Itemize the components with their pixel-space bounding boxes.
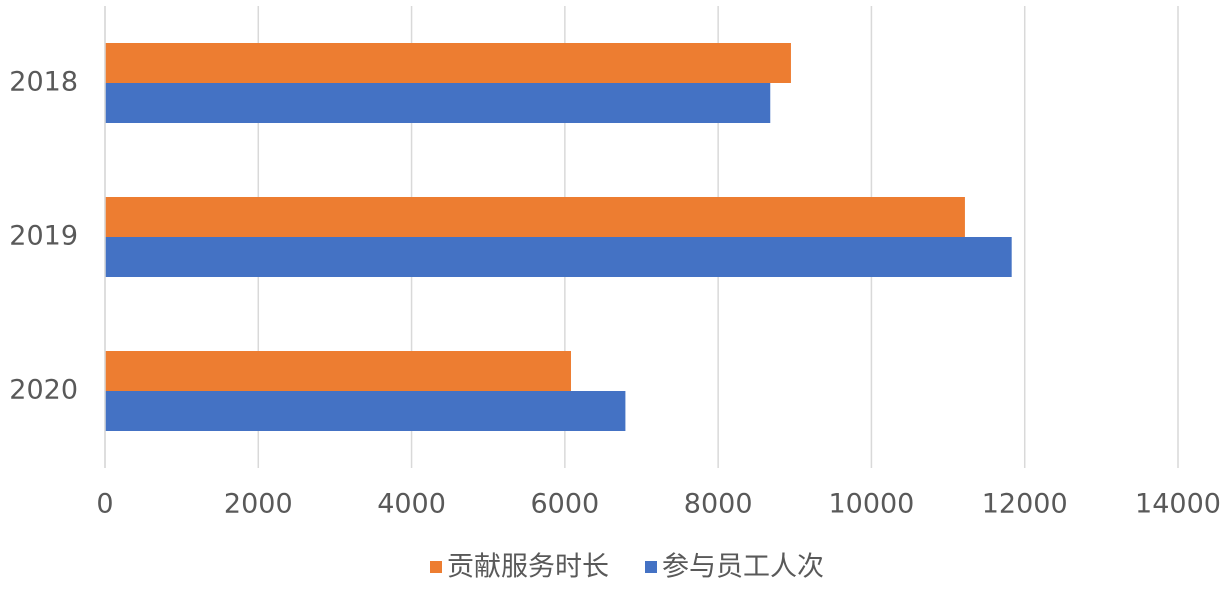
- x-tick-label: 6000: [530, 489, 599, 520]
- x-tick-label: 10000: [828, 489, 914, 520]
- bar: [105, 351, 571, 391]
- bar: [105, 197, 965, 237]
- y-tick-label: 2018: [9, 67, 78, 98]
- x-tick-label: 8000: [684, 489, 753, 520]
- bar: [105, 391, 626, 431]
- y-tick-label: 2020: [9, 375, 78, 406]
- legend-swatch: [645, 561, 657, 573]
- x-tick-label: 0: [96, 489, 113, 520]
- x-tick-label: 4000: [377, 489, 446, 520]
- legend-label: 参与员工人次: [662, 552, 824, 583]
- x-tick-label: 12000: [982, 489, 1068, 520]
- x-tick-label: 14000: [1135, 489, 1221, 520]
- bar: [105, 237, 1012, 277]
- y-tick-label: 2019: [9, 221, 78, 252]
- x-tick-label: 2000: [224, 489, 293, 520]
- legend-label: 贡献服务时长: [447, 552, 609, 583]
- legend-swatch: [430, 561, 442, 573]
- bar: [105, 83, 771, 123]
- bar: [105, 43, 791, 83]
